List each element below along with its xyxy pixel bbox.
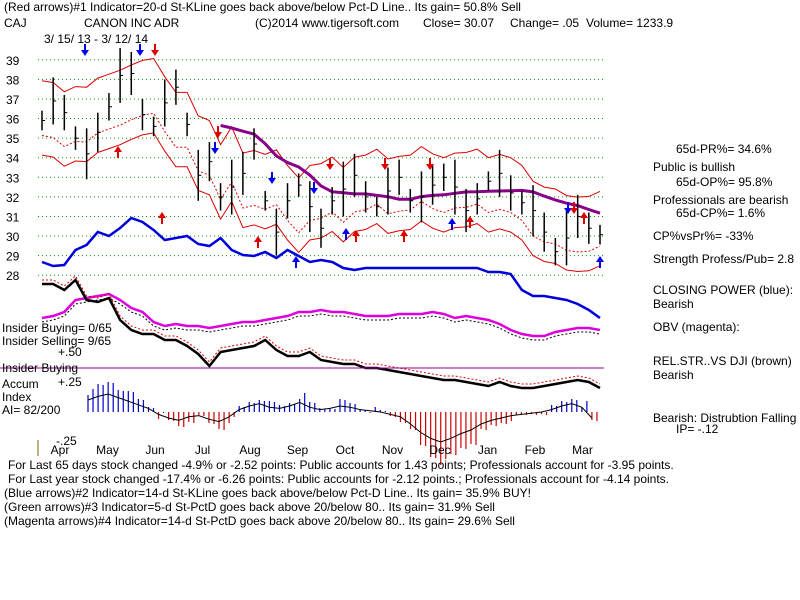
- change-value: Change= .05: [510, 16, 580, 30]
- y-tick-label: 34: [6, 152, 20, 166]
- close-value: Close= 30.07: [423, 16, 495, 30]
- obv-label: OBV (magenta):: [653, 320, 740, 334]
- arrow-head: [326, 164, 334, 170]
- lower-band: [41, 132, 601, 273]
- arrow-head: [596, 256, 604, 262]
- date-range: 3/ 15/ 13 - 3/ 12/ 14: [44, 32, 149, 46]
- y-tick-label: 29: [6, 250, 20, 264]
- obv-line: [41, 292, 601, 338]
- x-tick-label: May: [96, 443, 119, 457]
- x-tick-label: Aug: [239, 443, 260, 457]
- cp65-label: 65d-CP%= 1.6%: [676, 206, 766, 220]
- footer-blue-arrows: (Blue arrows)#2 Indicator=14-d St-KLine …: [4, 486, 531, 500]
- signal-arrows: [81, 44, 604, 268]
- footer-65-days: For Last 65 days stock changed -4.9% or …: [8, 458, 674, 472]
- footer-last-year: For Last year stock changed -17.4% or -6…: [8, 472, 670, 486]
- strength-label: Strength Profess/Pub= 2.8: [653, 252, 795, 266]
- price-axis-labels: 28 29 30 31 32 33 34 35 36 37 38 39: [6, 54, 20, 283]
- arrow-head: [466, 216, 474, 222]
- insider-buying-label: Insider Buying: [2, 361, 79, 375]
- x-tick-label: Dec: [429, 443, 450, 457]
- cpvspr-label: CP%vsPr%= -33%: [653, 229, 754, 243]
- arrow-head: [310, 188, 318, 194]
- company-name: CANON INC ADR: [84, 16, 180, 30]
- y-tick-label: 30: [6, 230, 20, 244]
- minus-25-label: -.25: [56, 434, 77, 448]
- footer-green-arrows: (Green arrows)#3 Indicator=5-d St-PctD g…: [4, 500, 495, 514]
- plus-50-label: +.50: [58, 345, 82, 359]
- ticker-symbol: CAJ: [4, 16, 27, 30]
- index-label: Index: [2, 390, 32, 404]
- pr65-label: 65d-PR%= 34.6%: [676, 142, 772, 156]
- obv-ma-line: [41, 297, 601, 341]
- arrow-head: [114, 146, 122, 152]
- header-red-arrows: (Red arrows)#1 Indicator=20-d St-KLine g…: [4, 0, 521, 14]
- arrow-head: [158, 212, 166, 218]
- arrow-head: [81, 50, 89, 56]
- arrow-head: [580, 212, 588, 218]
- upper-band: [41, 57, 601, 198]
- accum-label: Accum: [2, 377, 39, 391]
- y-tick-label: 38: [6, 73, 20, 87]
- accumulation-ma-line: [87, 393, 593, 443]
- x-tick-label: Apr: [51, 443, 70, 457]
- volume-value: Volume= 1233.9: [586, 16, 674, 30]
- arrow-head: [381, 164, 389, 170]
- ai-label: AI= 82/200: [2, 403, 61, 417]
- arrow-head: [400, 230, 408, 236]
- y-tick-label: 39: [6, 54, 20, 68]
- x-tick-label: Sep: [287, 443, 309, 457]
- y-tick-label: 36: [6, 113, 20, 127]
- y-tick-label: 35: [6, 132, 20, 146]
- relstr-value: Bearish: [653, 368, 694, 382]
- closing-power-label: CLOSING POWER (blue):: [653, 283, 794, 297]
- arrow-head: [564, 208, 572, 214]
- y-tick-label: 32: [6, 191, 20, 205]
- arrow-head: [214, 132, 222, 138]
- arrow-head: [426, 164, 434, 170]
- bearish-label: Bearish: Distrubtion Falling: [653, 411, 797, 425]
- arrow-head: [352, 230, 360, 236]
- arrow-head: [342, 228, 350, 234]
- closing-power-value: Bearish: [653, 297, 694, 311]
- x-tick-label: Feb: [525, 443, 546, 457]
- x-tick-label: Oct: [336, 443, 355, 457]
- arrow-head: [254, 236, 262, 242]
- x-tick-label: Mar: [572, 443, 593, 457]
- x-tick-label: Jul: [195, 443, 210, 457]
- professionals-label: Professionals are bearish: [653, 193, 789, 207]
- arrow-head: [268, 178, 276, 184]
- ip-label: IP= -.12: [676, 422, 719, 436]
- y-tick-label: 31: [6, 210, 20, 224]
- relstr-ma-line: [42, 275, 601, 385]
- footer-magenta-arrows: (Magenta arrows)#4 Indicator=14-d St-Pct…: [4, 514, 515, 528]
- month-axis-labels: Apr May Jun Jul Aug Sep Oct Nov Dec Jan Feb Mar: [51, 443, 593, 457]
- x-tick-label: Nov: [382, 443, 403, 457]
- arrow-head: [448, 218, 456, 224]
- arrow-head: [151, 50, 159, 56]
- public-label: Public is bullish: [653, 160, 736, 174]
- x-tick-label: Jun: [145, 443, 164, 457]
- copyright: (C)2014 www.tigersoft.com: [255, 16, 400, 30]
- insider-buying-count: Insider Buying= 0/65: [2, 321, 112, 335]
- arrow-head: [570, 208, 578, 214]
- arrow-head: [136, 50, 144, 56]
- arrow-head: [211, 148, 219, 154]
- closing-power-line: [41, 216, 601, 320]
- insider-selling-count: Insider Selling= 9/65: [2, 334, 112, 348]
- y-tick-label: 33: [6, 171, 20, 185]
- arrow-head: [292, 256, 300, 262]
- y-tick-label: 28: [6, 269, 20, 283]
- plus-25-label: +.25: [58, 375, 82, 389]
- op65-label: 65d-OP%= 95.8%: [676, 175, 773, 189]
- relstr-line: [42, 278, 601, 390]
- x-tick-label: Jan: [478, 443, 497, 457]
- y-tick-label: 37: [6, 93, 20, 107]
- price-bars: [41, 48, 603, 266]
- relstr-label: REL.STR..VS DJI (brown): [653, 354, 792, 368]
